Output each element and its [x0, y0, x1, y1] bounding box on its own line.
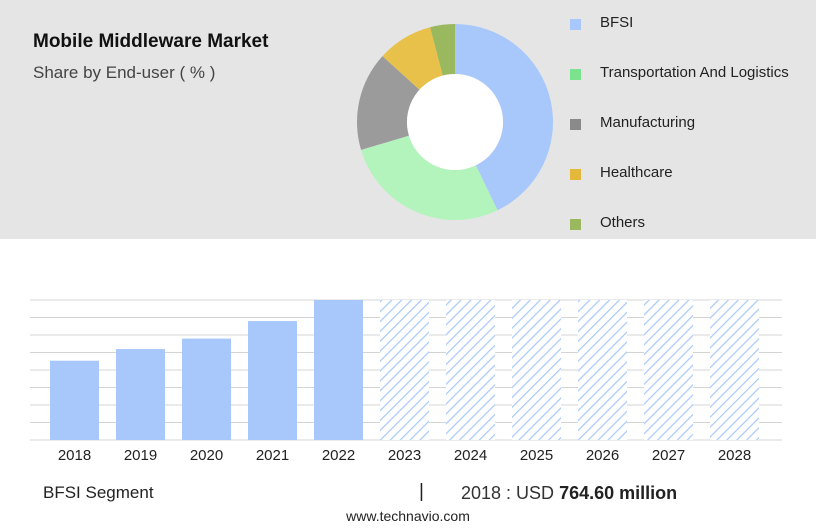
x-tick-2022: 2022: [322, 447, 355, 464]
x-tick-2027: 2027: [652, 447, 685, 464]
x-tick-2021: 2021: [256, 447, 289, 464]
chart-subtitle: Share by End-user ( % ): [33, 63, 216, 82]
segment-value: 2018 : USD 764.60 million: [461, 483, 677, 504]
x-tick-2019: 2019: [124, 447, 157, 464]
x-tick-2024: 2024: [454, 447, 487, 464]
segment-label: BFSI Segment: [43, 483, 154, 502]
donut-slice-healthcare: [382, 27, 443, 90]
donut-slice-others: [430, 24, 455, 76]
donut-chart: [357, 24, 553, 221]
legend-swatch-healthcare: [570, 169, 581, 180]
legend-swatch-transportation: [570, 69, 581, 80]
bar-2018: [50, 360, 99, 440]
bar-2022: [314, 300, 363, 440]
forecast-bar-2023: [380, 300, 429, 440]
bar-2020: [182, 338, 231, 440]
donut-slice-bfsi: [455, 24, 553, 211]
forecast-bar-2025: [512, 300, 561, 440]
chart-title: Mobile Middleware Market: [33, 31, 269, 52]
bar-2021: [248, 321, 297, 440]
x-tick-2023: 2023: [388, 447, 421, 464]
legend-label-others: Others: [600, 214, 646, 231]
x-tick-2025: 2025: [520, 447, 553, 464]
donut-slice-transportation: [361, 135, 498, 221]
legend-label-bfsi: BFSI: [600, 14, 634, 31]
footer-separator: |: [419, 481, 424, 502]
legend-label-healthcare: Healthcare: [600, 164, 673, 181]
bar-chart: 2018 2019 2020 2021 2022 2023 2024 2025 2026 2027…: [30, 299, 782, 464]
donut-hole: [407, 74, 503, 170]
legend-swatch-others: [570, 219, 581, 230]
website-link[interactable]: www.technavio.com: [346, 508, 470, 524]
x-tick-2028: 2028: [718, 447, 751, 464]
legend-label-transportation: Transportation And Logistics: [600, 64, 789, 81]
donut-slice-manufacturing: [357, 56, 420, 150]
legend-swatch-manufacturing: [570, 119, 581, 130]
x-tick-2018: 2018: [58, 447, 91, 464]
bar-2019: [116, 349, 165, 440]
forecast-bar-2028: [710, 300, 759, 440]
segment-amount: 764.60 million: [559, 483, 678, 503]
x-tick-2026: 2026: [586, 447, 619, 464]
segment-year: 2018 : USD: [461, 483, 555, 503]
legend-label-manufacturing: Manufacturing: [600, 114, 696, 131]
forecast-bar-2027: [644, 300, 693, 440]
legend-swatch-bfsi: [570, 19, 581, 30]
forecast-bar-2024: [446, 300, 495, 440]
forecast-bar-2026: [578, 300, 627, 440]
x-tick-2020: 2020: [190, 447, 223, 464]
